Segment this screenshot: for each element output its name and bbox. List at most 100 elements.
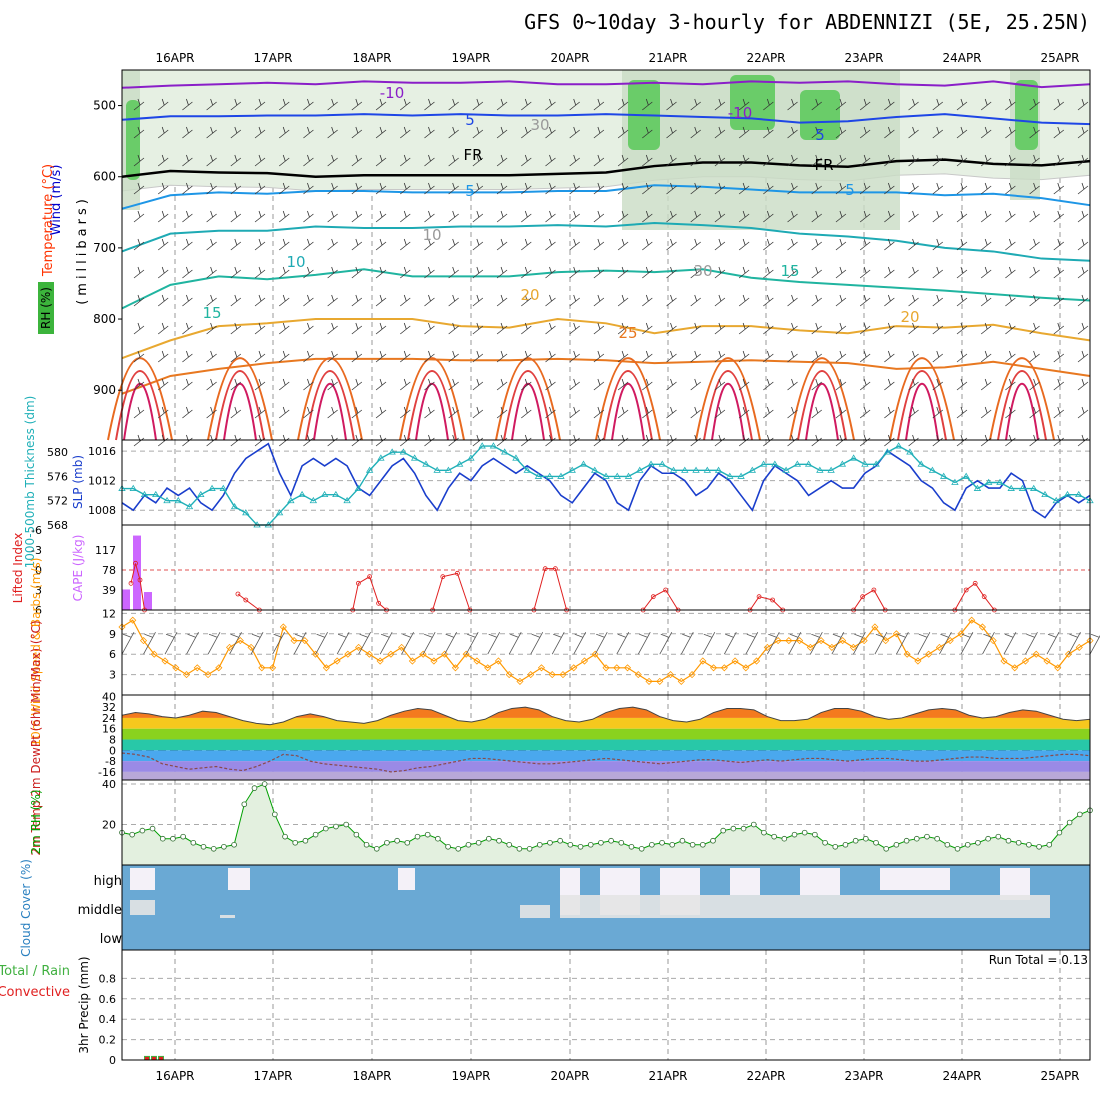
thickness-marker: [973, 484, 982, 491]
wind-barb: [980, 322, 992, 335]
wind-barb: [908, 322, 919, 335]
wind-barb: [1029, 238, 1040, 251]
wind-barb: [424, 126, 435, 139]
wind-barb: [1029, 378, 1040, 391]
wind-barb: [835, 126, 847, 139]
lifted-index-line: [130, 563, 146, 611]
wind-barb: [617, 406, 629, 419]
wind-barb: [424, 266, 435, 279]
wind-barb: [763, 126, 774, 139]
cape-tick-label: 78: [102, 564, 116, 577]
wind-speed-marker: [247, 643, 255, 651]
wind-speed-marker: [355, 643, 363, 651]
wind-barb: [303, 126, 314, 139]
wind-barb: [569, 378, 580, 391]
wind-barb: [1005, 322, 1016, 335]
thickness-marker: [185, 503, 194, 510]
wind-barb: [230, 238, 242, 251]
wind-barb: [157, 294, 169, 307]
surface-isotherm: [223, 383, 257, 441]
thickness-marker: [827, 466, 835, 473]
lifted-index-marker: [552, 566, 558, 572]
wind-barb: [182, 210, 193, 223]
wind-barb: [690, 378, 701, 391]
thickness-marker: [624, 472, 633, 479]
wind-barb: [303, 266, 314, 279]
wind-speed-marker: [225, 643, 234, 651]
wind-barb: [642, 210, 653, 223]
wind-speed-marker: [882, 637, 890, 645]
wind-barb: [182, 266, 193, 279]
wind-barb: [182, 182, 193, 195]
rh-marker: [781, 835, 788, 842]
rh-marker: [1036, 843, 1042, 850]
wind-barb: [738, 154, 750, 167]
wind-barb: [448, 126, 459, 139]
wind-barb: [424, 378, 435, 391]
wind-barb: [133, 322, 145, 335]
thickness-marker: [636, 466, 644, 473]
rh-marker: [312, 831, 319, 838]
wind-barb: [617, 378, 629, 391]
wind-barb: [254, 322, 266, 335]
wind-barb: [956, 294, 968, 307]
wind-barb: [143, 632, 156, 655]
thickness-marker: [906, 448, 914, 455]
wind-barb: [472, 406, 484, 419]
thickness-marker: [332, 490, 340, 498]
cloud-axis-label: Cloud Cover (%): [19, 859, 33, 957]
wind-barb: [956, 406, 968, 419]
wind-barb: [229, 632, 242, 655]
wind-speed-marker: [129, 616, 137, 624]
precip-conv-label: Convective: [0, 985, 70, 1000]
wind-barb: [642, 126, 653, 139]
wind-barb: [375, 182, 387, 195]
wind-speed-marker: [742, 664, 750, 672]
bottom-date-label: 25APR: [1040, 1069, 1079, 1083]
wind-speed-marker: [387, 650, 395, 658]
wind-barb: [336, 632, 350, 655]
run-total: Run Total = 0.13: [989, 953, 1088, 967]
surface-isotherm: [603, 370, 653, 441]
wind-barb: [254, 98, 266, 111]
wind-barb: [375, 294, 387, 307]
wind-barb: [811, 406, 822, 419]
wind-barb: [303, 182, 314, 195]
lifted-index-marker: [963, 587, 969, 593]
slp-tick-label: 1008: [88, 504, 116, 517]
wind-barb: [917, 632, 931, 655]
wind-speed-marker: [516, 677, 524, 685]
wind-barb: [278, 154, 290, 167]
wind-barb: [1029, 182, 1040, 195]
wind-speed-marker: [376, 657, 384, 665]
isotherm-line: [121, 318, 1091, 360]
wind-speed-marker: [774, 637, 782, 645]
wind-speed-marker: [731, 657, 739, 665]
wind-speed-marker: [903, 650, 911, 658]
wind-barb: [569, 182, 580, 195]
wind-barb: [1053, 350, 1065, 363]
dewpoint-line: [121, 752, 1091, 773]
bottom-date-label: 22APR: [746, 1069, 785, 1083]
wind-barb: [351, 210, 363, 223]
wind-barb: [1005, 126, 1016, 139]
wind-barb: [448, 238, 459, 251]
wind-barb: [932, 98, 944, 111]
temp-tick-label: 8: [109, 734, 116, 747]
rh-marker: [699, 841, 706, 848]
rh-marker: [689, 841, 696, 848]
thickness-marker: [591, 466, 599, 473]
cape-bar: [144, 592, 152, 610]
temp-axis-label: 2m Temp 2m DewPt (6hr Min/Max) (°C): [29, 620, 43, 855]
wind-barb: [182, 350, 193, 363]
precip-conv-bar: [152, 1056, 156, 1060]
wind-barb: [593, 126, 605, 139]
wind-barb: [278, 378, 290, 391]
wind-barb: [1005, 154, 1016, 167]
top-date-label: 22APR: [746, 51, 785, 65]
wind-barb: [254, 406, 266, 419]
wind-barb: [617, 350, 629, 363]
wind-barb: [1077, 154, 1089, 167]
wind-barb: [375, 266, 387, 279]
lifted-index-marker: [871, 587, 877, 593]
